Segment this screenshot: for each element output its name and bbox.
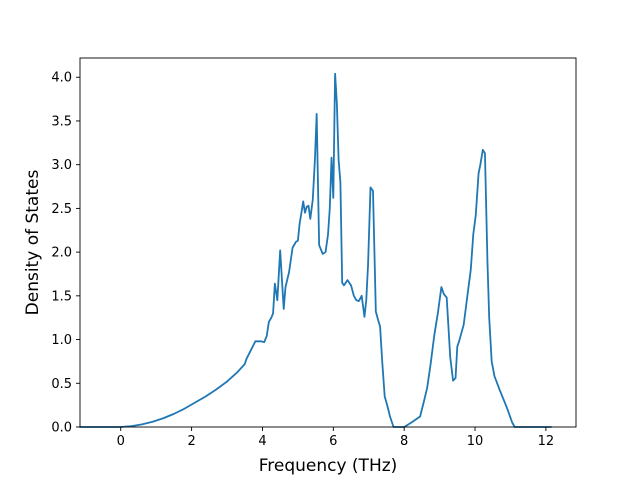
y-tick-label: 2.5 — [51, 202, 72, 217]
y-axis-label: Density of States — [23, 170, 43, 316]
y-tick-label: 0.0 — [51, 421, 72, 436]
y-tick-label: 2.0 — [51, 246, 72, 261]
x-tick-label: 10 — [467, 434, 484, 449]
y-tick-label: 4.0 — [51, 71, 72, 86]
x-tick-label: 8 — [400, 434, 408, 449]
y-tick-label: 0.5 — [51, 377, 72, 392]
x-axis-ticks: 0 2 4 6 8 10 12 — [117, 427, 555, 449]
y-tick-label: 3.0 — [51, 158, 72, 173]
dos-series-line — [79, 72, 553, 428]
y-axis-ticks: 0.0 0.5 1.0 1.5 2.0 2.5 3.0 3.5 4.0 — [51, 71, 80, 436]
x-tick-label: 2 — [187, 434, 195, 449]
axes-frame — [79, 57, 577, 428]
x-axis-label: Frequency (THz) — [259, 456, 398, 476]
y-tick-label: 3.5 — [51, 114, 72, 129]
y-tick-label: 1.5 — [51, 289, 72, 304]
x-tick-label: 0 — [117, 434, 125, 449]
x-tick-label: 12 — [538, 434, 555, 449]
x-tick-label: 6 — [329, 434, 337, 449]
plot-area — [79, 72, 553, 428]
x-tick-label: 4 — [258, 434, 266, 449]
y-tick-label: 1.0 — [51, 333, 72, 348]
